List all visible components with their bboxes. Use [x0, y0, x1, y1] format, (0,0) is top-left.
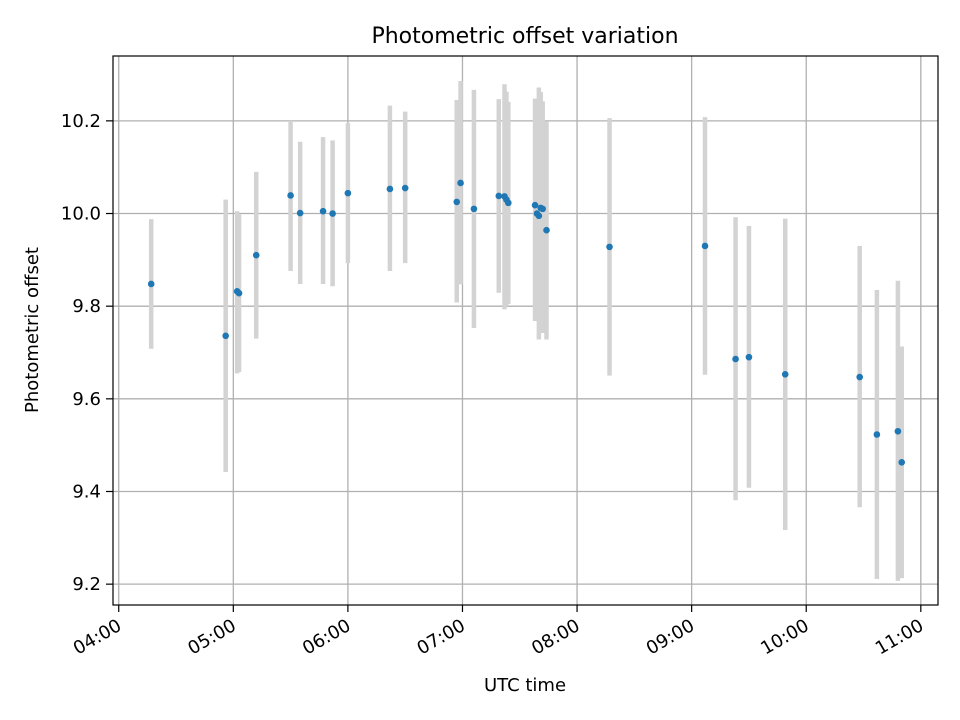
y-axis-label: Photometric offset	[22, 247, 43, 413]
data-point	[531, 201, 539, 209]
data-point	[894, 427, 902, 435]
data-point	[543, 226, 550, 234]
data-point	[222, 332, 229, 340]
x-tick-label: 09:00	[643, 615, 698, 659]
data-point	[287, 192, 294, 199]
data-point	[319, 207, 327, 215]
y-axis-ticks: 9.2 9.4 9.6 9.8 10.0 10.2	[61, 111, 113, 595]
data-point	[147, 280, 155, 288]
x-tick-label: 07:00	[414, 615, 469, 659]
x-tick-label: 04:00	[70, 615, 125, 659]
data-point	[535, 212, 543, 220]
y-tick-label: 10.2	[61, 111, 101, 132]
x-tick-label: 06:00	[299, 615, 354, 659]
data-point	[701, 242, 709, 250]
x-tick-label: 10:00	[757, 615, 812, 659]
gridlines	[113, 56, 938, 605]
y-tick-label: 9.8	[72, 296, 101, 317]
y-tick-label: 9.6	[72, 389, 101, 410]
data-point	[505, 199, 512, 207]
data-point	[453, 198, 461, 206]
data-point	[296, 209, 304, 217]
error-bars	[148, 81, 904, 581]
data-point	[386, 185, 394, 193]
data-point	[539, 205, 546, 213]
x-tick-label: 08:00	[528, 615, 583, 659]
data-point	[344, 189, 352, 197]
data-point	[495, 192, 503, 200]
data-point	[470, 205, 478, 213]
x-axis-label: UTC time	[484, 675, 566, 696]
chart-title: Photometric offset variation	[371, 24, 678, 49]
data-point	[873, 431, 881, 438]
data-point	[745, 353, 753, 361]
data-point	[856, 373, 864, 381]
data-point	[606, 243, 613, 251]
data-point	[781, 370, 789, 378]
y-tick-label: 10.0	[61, 204, 101, 225]
y-tick-label: 9.4	[72, 481, 101, 502]
data-point	[732, 355, 739, 363]
data-point	[898, 459, 906, 466]
data-point	[235, 289, 243, 297]
data-point	[401, 184, 409, 192]
data-point	[252, 251, 260, 259]
data-point	[457, 179, 464, 187]
y-tick-label: 9.2	[72, 574, 101, 595]
x-tick-label: 11:00	[872, 615, 927, 659]
x-tick-label: 05:00	[184, 615, 239, 659]
data-points	[147, 179, 906, 466]
x-axis-ticks: 04:00 05:00 06:00 07:00 08:00 09:00 10:00 11:00	[70, 605, 927, 659]
data-point	[329, 210, 336, 217]
plot-frame	[112, 55, 939, 606]
